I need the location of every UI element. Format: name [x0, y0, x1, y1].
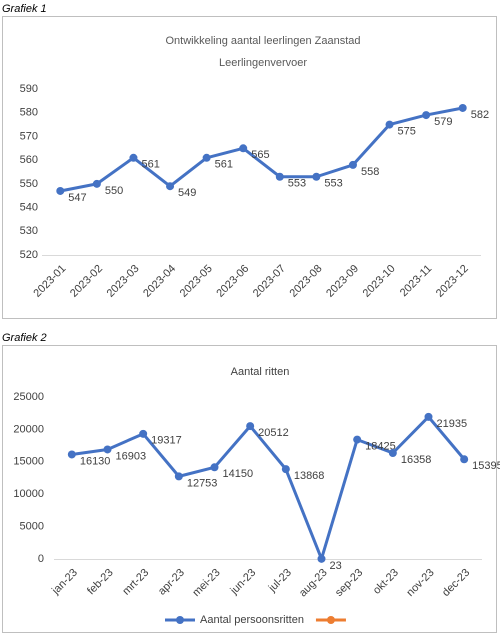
x-tick-label: 2023-08 [288, 263, 325, 300]
data-label: 575 [398, 125, 416, 137]
chart-title: Ontwikkeling aantal leerlingen Zaanstad [165, 35, 360, 47]
y-tick-label: 520 [20, 249, 38, 261]
x-tick-label: 2023-06 [214, 263, 251, 300]
line [60, 106, 463, 193]
marker [348, 160, 357, 169]
x-tick-label: 2023-07 [251, 263, 288, 300]
marker [388, 449, 397, 458]
chart-caption: Grafiek 2 [2, 332, 47, 344]
x-tick-label: okt-23 [371, 567, 401, 597]
line [71, 415, 466, 561]
marker [275, 172, 284, 181]
y-tick-label: 20000 [13, 423, 44, 435]
y-tick-label: 530 [20, 225, 38, 237]
y-tick-label: 590 [20, 83, 38, 95]
marker [210, 463, 219, 472]
marker [166, 182, 175, 191]
marker [353, 435, 362, 444]
data-label: 19317 [151, 435, 182, 447]
x-tick-label: mei-23 [190, 567, 222, 599]
marker [317, 554, 326, 563]
marker [129, 153, 138, 162]
data-label: 565 [251, 149, 269, 161]
legend-label: Aantal persoonsritten [200, 614, 304, 626]
data-label: 20512 [258, 427, 289, 439]
data-label: 547 [68, 192, 86, 204]
data-label: 12753 [187, 477, 218, 489]
x-tick-label: 2023-09 [324, 263, 361, 300]
chart-caption: Grafiek 1 [2, 3, 47, 15]
marker [246, 422, 255, 431]
y-tick-label: 15000 [13, 456, 44, 468]
legend-marker [326, 616, 335, 624]
y-tick-label: 10000 [13, 488, 44, 500]
y-tick-label: 5000 [20, 521, 44, 533]
y-tick-label: 540 [20, 201, 38, 213]
marker [239, 144, 248, 153]
data-label: 16903 [116, 450, 147, 462]
data-label: 550 [105, 185, 123, 197]
x-tick-label: feb-23 [85, 567, 116, 598]
x-tick-label: jan-23 [49, 567, 80, 598]
y-tick-label: 560 [20, 154, 38, 166]
x-tick-label: aug-23 [297, 567, 330, 600]
marker [92, 179, 101, 188]
x-tick-label: jun-23 [228, 567, 259, 598]
chart-title: Leerlingenvervoer [219, 57, 307, 69]
x-tick-label: 2023-01 [31, 263, 68, 300]
data-label: 549 [178, 187, 196, 199]
data-label: 579 [434, 116, 452, 128]
marker [103, 445, 112, 454]
data-label: 16130 [80, 455, 111, 467]
marker [422, 111, 431, 120]
x-tick-label: apr-23 [156, 567, 187, 598]
chart-title: Aantal ritten [231, 366, 290, 378]
x-tick-label: 2023-05 [178, 263, 215, 300]
data-label: 21935 [437, 418, 468, 430]
marker [458, 103, 467, 112]
x-tick-label: 2023-03 [105, 263, 142, 300]
x-tick-label: dec-23 [440, 567, 472, 599]
marker [281, 465, 290, 474]
legend-marker [176, 616, 184, 624]
data-label: 15395 [472, 460, 500, 472]
x-tick-label: 2023-02 [68, 263, 105, 300]
x-tick-label: 2023-10 [361, 263, 398, 300]
x-tick-label: mrt-23 [120, 567, 151, 598]
x-tick-label: 2023-11 [398, 263, 434, 299]
data-label: 558 [361, 166, 379, 178]
data-label: 13868 [294, 470, 325, 482]
data-label: 23 [330, 560, 342, 572]
marker [460, 455, 469, 464]
data-label: 14150 [223, 468, 254, 480]
y-tick-label: 580 [20, 107, 38, 119]
data-label: 561 [215, 159, 233, 171]
marker [202, 153, 211, 162]
data-label: 18425 [365, 441, 396, 453]
data-label: 553 [324, 178, 342, 190]
y-tick-label: 0 [38, 553, 44, 565]
x-tick-label: 2023-12 [434, 263, 471, 300]
data-label: 582 [471, 109, 489, 121]
chart-frame [2, 16, 497, 319]
data-label: 16358 [401, 454, 432, 466]
data-label: 553 [288, 178, 306, 190]
marker [174, 472, 183, 481]
marker [385, 120, 394, 129]
chart-frame [2, 345, 497, 633]
data-label: 561 [141, 159, 159, 171]
y-tick-label: 25000 [13, 391, 44, 403]
x-tick-label: jul-23 [266, 567, 294, 595]
marker [312, 172, 321, 181]
y-tick-label: 550 [20, 178, 38, 190]
marker [67, 450, 76, 459]
marker [56, 186, 65, 195]
marker [139, 429, 148, 438]
x-tick-label: nov-23 [404, 567, 436, 599]
x-tick-label: 2023-04 [141, 263, 178, 300]
marker [424, 412, 433, 421]
y-tick-label: 570 [20, 130, 38, 142]
